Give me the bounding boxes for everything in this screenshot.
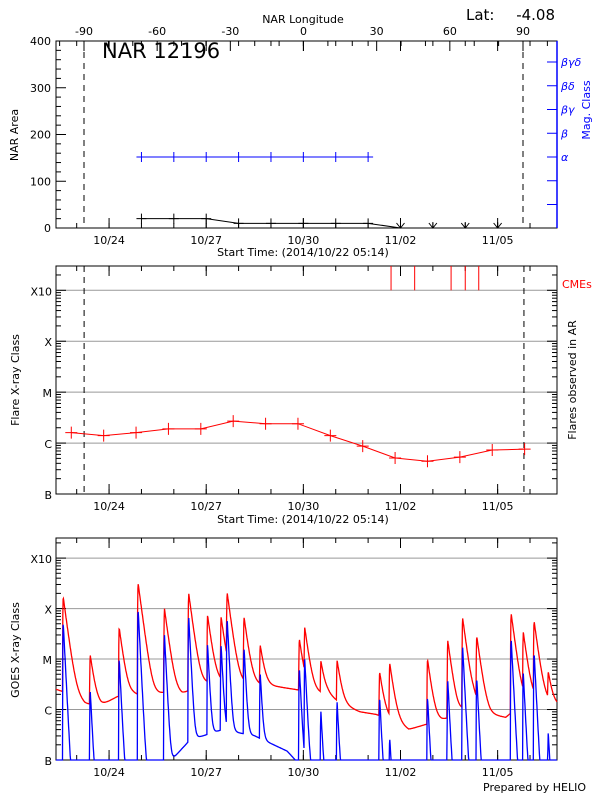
x-tick-label: 11/05 [482,234,514,247]
area-data-point [168,213,179,224]
mag-class-tick-label: α [561,151,569,164]
y-tick-label: 200 [30,129,51,142]
mag-class-data-point [265,152,276,162]
area-arrow-marker [428,222,438,229]
flare-data-point [389,451,402,464]
credit-label: Prepared by HELIO [483,781,586,794]
y-tick-label: X [44,604,52,617]
flare-data-point [259,417,272,430]
longitude-tick-label: 90 [516,25,530,38]
area-arrow-marker [493,222,503,229]
flare-data-point [453,451,466,464]
y-tick-label: 400 [30,35,51,48]
y-tick-label: X10 [30,553,52,566]
area-arrow-marker [460,222,470,229]
longitude-tick-label: -90 [75,25,93,38]
x-tick-label: 11/02 [385,766,417,779]
y-tick-label: X [44,336,52,349]
mag-class-data-point [298,152,309,162]
mag-class-data-point [233,152,244,162]
area-data-point [265,218,276,229]
mag-class-tick-label: βγ [560,104,575,117]
x-tick-label: 11/05 [482,766,514,779]
longitude-tick-label: 30 [370,25,384,38]
mag-class-axis-title: Mag. Class [580,80,593,139]
flare-data-point [291,417,304,430]
x-tick-label: 10/24 [93,234,125,247]
area-data-point [330,218,341,229]
x-tick-label: 11/05 [482,500,514,513]
y-tick-label: X10 [30,285,52,298]
x-tick-label: 10/30 [288,234,320,247]
x-tick-label: 10/27 [190,234,222,247]
mag-class-tick-label: βδ [560,80,575,93]
flares-observed-axis-title: Flares observed in AR [566,320,579,440]
lat-label: Lat: [466,6,494,24]
longitude-tick-label: 60 [443,25,457,38]
x-tick-label: 10/27 [190,500,222,513]
x-tick-label: 11/02 [385,500,417,513]
y-tick-label: 300 [30,82,51,95]
goes-long-channel-line [56,584,558,730]
area-data-point [298,218,309,229]
x-tick-label: 11/02 [385,234,417,247]
flare-data-point [486,444,499,457]
y-tick-label: M [43,654,53,667]
flare-data-point [162,422,175,435]
y-axis-title: GOES X-ray Class [9,602,22,698]
mag-class-data-point [363,152,374,162]
lat-value: -4.08 [516,6,555,24]
flare-data-point [65,426,78,439]
mag-class-tick-label: β [560,127,568,140]
y-tick-label: C [44,438,52,451]
y-tick-label: 100 [30,175,51,188]
x-tick-label: 10/24 [93,500,125,513]
area-data-point [201,213,212,224]
panel2-frame [55,265,558,495]
cme-legend-label: CMEs [562,278,592,291]
y-tick-label: B [44,489,52,502]
region-title: NAR 12196 [102,39,220,63]
area-data-point [233,218,244,229]
y-axis-title: Flare X-ray Class [9,334,22,426]
panel3-frame [55,537,558,761]
y-tick-label: 0 [44,222,51,235]
longitude-axis-title: NAR Longitude [262,13,344,26]
flare-data-point [324,429,337,442]
x-axis-title: Start Time: (2014/10/22 05:14) [217,513,389,526]
flare-data-point [194,422,207,435]
area-data-point [363,218,374,229]
longitude-tick-label: 0 [300,25,307,38]
mag-class-tick-label: βγδ [560,56,582,69]
y-tick-label: B [44,755,52,768]
flare-data-point [518,443,531,456]
goes-short-channel-line [56,611,557,761]
longitude-tick-label: -60 [148,25,166,38]
area-arrow-marker [396,222,405,229]
x-tick-label: 10/30 [288,766,320,779]
x-axis-title: Start Time: (2014/10/22 05:14) [217,246,389,259]
longitude-tick-label: -30 [221,25,239,38]
y-axis-title: NAR Area [8,109,21,161]
x-tick-label: 10/27 [190,766,222,779]
mag-class-data-point [136,152,147,162]
x-tick-label: 10/30 [288,500,320,513]
area-data-point [136,213,147,224]
flare-data-point [227,415,240,428]
panel1-frame [55,40,558,229]
x-tick-label: 10/24 [93,766,125,779]
flare-data-point [130,426,143,439]
flare-data-point [97,429,110,442]
mag-class-data-point [201,152,212,162]
mag-class-data-point [330,152,341,162]
flare-data-point [356,440,369,453]
y-tick-label: M [43,387,53,400]
y-tick-label: C [44,705,52,718]
flare-data-point [421,455,434,468]
mag-class-data-point [168,152,179,162]
